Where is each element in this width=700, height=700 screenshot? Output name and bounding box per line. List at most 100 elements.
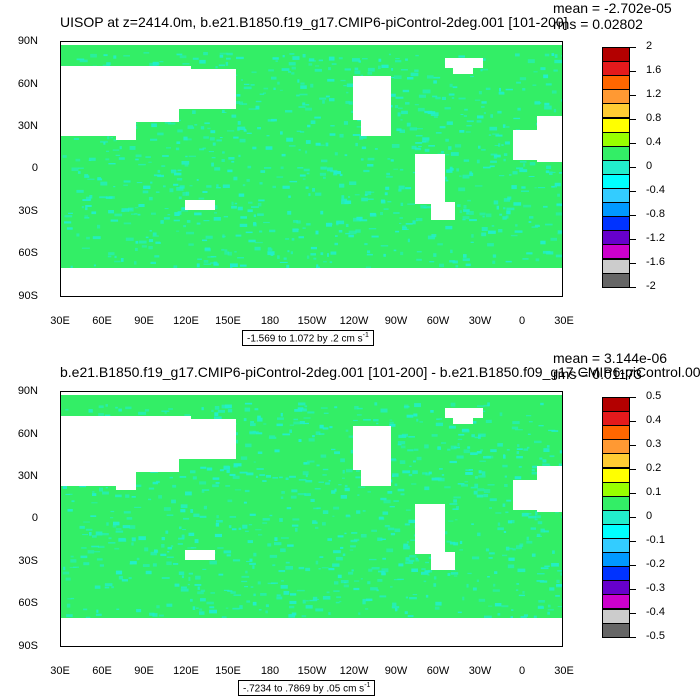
land-block: [445, 58, 483, 68]
lon-label: 150E: [215, 315, 241, 327]
land-block: [453, 68, 473, 74]
colorbar-tick: [630, 564, 636, 566]
colorbar-label: 0.4: [646, 135, 662, 148]
colorbar-label: -0.4: [646, 605, 665, 618]
land-block: [445, 408, 483, 418]
colorbar-label: -1.2: [646, 231, 665, 244]
rms-value: rms = 0.02802: [553, 16, 643, 32]
land-block: [415, 504, 445, 554]
colorbar-swatch: [602, 538, 630, 554]
colorbar-tick: [630, 397, 636, 398]
land-block: [361, 120, 391, 136]
contour-range-label: -.7234 to .7869 by .05 cm s-1: [238, 680, 376, 697]
lon-label: 90W: [384, 315, 408, 327]
colorbar-label: 0.4: [646, 413, 662, 426]
lon-label: 90E: [134, 315, 154, 327]
colorbar-tick: [630, 262, 636, 264]
colorbar-swatch: [602, 439, 630, 455]
land-block: [116, 122, 136, 140]
land-block: [245, 620, 562, 646]
lon-label: 0: [518, 665, 526, 677]
colorbar-tick: [630, 47, 636, 48]
colorbar-swatch: [602, 523, 630, 539]
colorbar-swatch: [602, 75, 630, 91]
colorbar-swatch: [602, 608, 630, 624]
colorbar-tick: [630, 286, 636, 288]
colorbar-tick: [630, 588, 636, 590]
lat-label: 0: [31, 512, 38, 524]
land-mask: [61, 392, 562, 646]
lon-label: 120E: [173, 315, 199, 327]
map-plot: [60, 41, 563, 297]
ocean-field-map: [61, 42, 562, 296]
colorbar-tick: [630, 444, 636, 446]
colorbar-tick: [630, 142, 636, 144]
mean-value: mean = -2.702e-05: [553, 0, 672, 16]
colorbar-tick: [630, 636, 636, 638]
colorbar-swatch: [602, 103, 630, 119]
land-block: [513, 480, 537, 510]
colorbar-label: -0.4: [646, 183, 665, 196]
land-block: [61, 268, 562, 271]
colorbar-swatch: [602, 580, 630, 596]
land-block: [61, 96, 179, 122]
colorbar-swatch: [602, 481, 630, 497]
lon-label: 30E: [50, 315, 70, 327]
colorbar-tick: [630, 94, 636, 96]
colorbar-swatch: [602, 495, 630, 511]
land-block: [537, 466, 562, 512]
colorbar-label: -0.3: [646, 581, 665, 594]
panel-title: b.e21.B1850.f19_g17.CMIP6-piControl-2deg…: [60, 364, 700, 380]
colorbar-tick: [630, 468, 636, 470]
land-block: [116, 472, 136, 490]
colorbar-swatch: [602, 566, 630, 582]
colorbar-swatch: [602, 47, 630, 63]
colorbar-tick: [630, 516, 636, 518]
lon-label: 60W: [426, 665, 450, 677]
land-block: [121, 419, 236, 429]
lat-label: 90N: [17, 385, 38, 397]
lon-label: 30W: [468, 315, 492, 327]
lon-label: 60W: [426, 315, 450, 327]
land-block: [185, 200, 215, 210]
land-block: [61, 271, 245, 296]
land-block: [61, 621, 245, 646]
colorbar-swatch: [602, 552, 630, 568]
lat-label: 90N: [17, 35, 38, 47]
colorbar-swatch: [602, 173, 630, 189]
lon-label: 120W: [339, 315, 369, 327]
colorbar-swatch: [602, 509, 630, 525]
lat-label: 90S: [18, 290, 38, 302]
land-block: [61, 392, 562, 395]
lon-label: 180: [260, 665, 280, 677]
lon-label: 0: [518, 315, 526, 327]
colorbar-swatch: [602, 202, 630, 218]
land-block: [431, 552, 455, 570]
lon-label: 180: [260, 315, 280, 327]
land-block: [431, 202, 455, 220]
lon-label: 30E: [554, 665, 574, 677]
colorbar-swatch: [602, 272, 630, 288]
colorbar-tick: [630, 238, 636, 240]
land-block: [353, 76, 391, 120]
land-block: [185, 550, 215, 560]
colorbar-label: -0.8: [646, 207, 665, 220]
land-block: [513, 130, 537, 160]
colorbar-swatch: [602, 61, 630, 77]
colorbar-label: 2: [646, 40, 653, 52]
land-block: [361, 470, 391, 486]
colorbar: 0.5 0.4 0.3 0.2 0.1 0 -0.1 -0.2 -0.3 -0.4 -0.5: [602, 390, 700, 642]
lat-label: 0: [31, 162, 38, 174]
colorbar-swatch: [602, 145, 630, 161]
colorbar-tick: [630, 166, 636, 168]
rms-value: rms = 0.01173: [553, 366, 642, 382]
colorbar-swatch: [602, 467, 630, 483]
colorbar-swatch: [602, 188, 630, 204]
colorbar-swatch: [602, 258, 630, 274]
land-block: [61, 618, 562, 621]
land-block: [537, 116, 562, 162]
colorbar-label: 0.5: [646, 390, 662, 402]
colorbar-tick: [630, 190, 636, 192]
lat-label: 30N: [17, 470, 38, 482]
land-block: [453, 418, 473, 424]
